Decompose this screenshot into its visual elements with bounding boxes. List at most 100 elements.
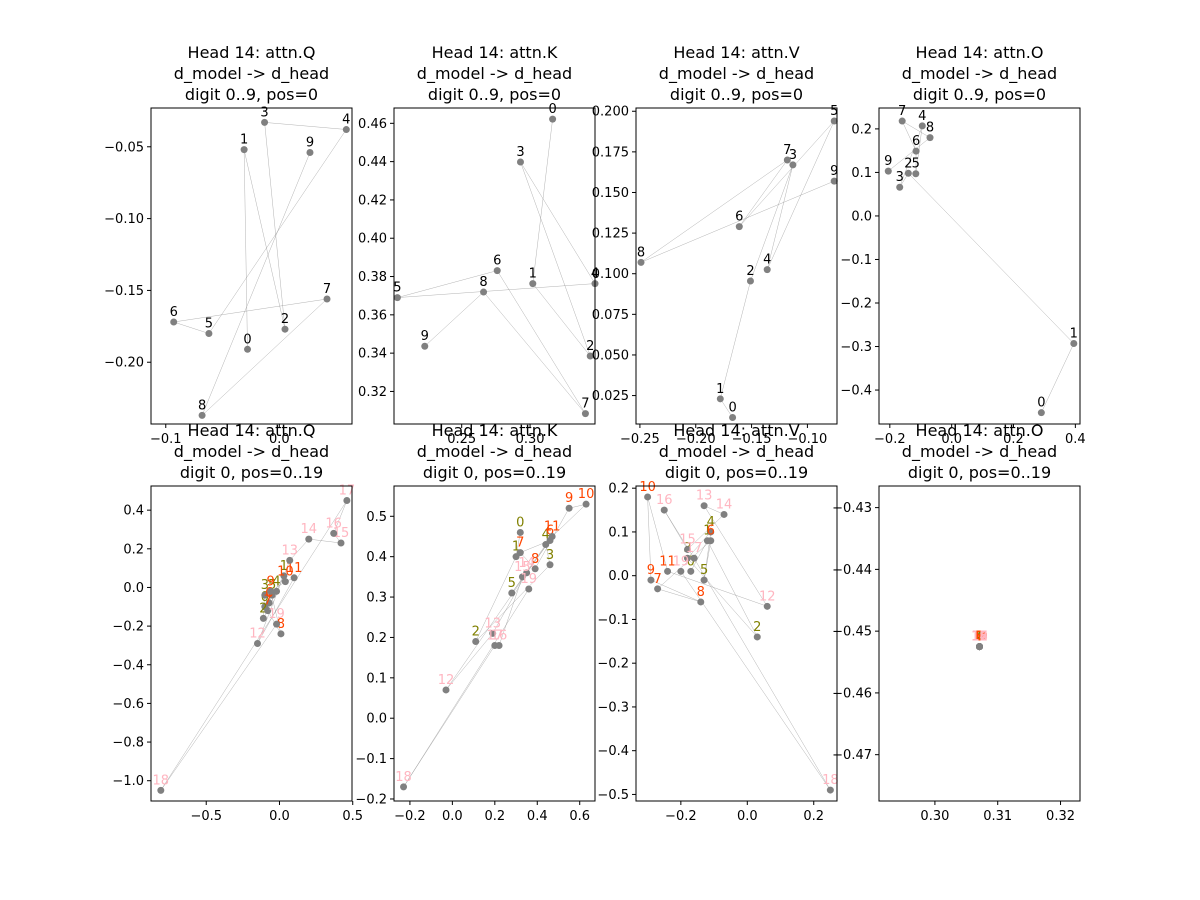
y-tick-label: 0.42 xyxy=(358,193,387,208)
y-tick-label: 0.4 xyxy=(123,504,144,519)
point-label: 18 xyxy=(153,773,170,788)
point-label: 12 xyxy=(971,630,988,645)
data-point xyxy=(1070,339,1078,347)
subplot-title: Head 14: attn.O xyxy=(916,421,1044,440)
data-point xyxy=(393,294,401,302)
point-label: 8 xyxy=(926,121,934,136)
data-point xyxy=(664,567,672,575)
subplot-title: d_model -> d_head xyxy=(659,64,814,84)
data-point xyxy=(261,591,269,599)
x-tick-label: 0.6 xyxy=(569,809,590,824)
point-label: 9 xyxy=(421,329,429,344)
data-point xyxy=(912,147,920,155)
point-label: 3 xyxy=(789,148,797,163)
data-point xyxy=(976,643,983,651)
subplot-title: d_model -> d_head xyxy=(659,442,814,462)
data-point xyxy=(305,535,313,543)
y-tick-label: 0.025 xyxy=(592,389,629,404)
data-point xyxy=(157,786,165,794)
subplot-title: d_model -> d_head xyxy=(417,64,572,84)
y-tick-label: 0.2 xyxy=(851,122,872,137)
data-point xyxy=(516,158,524,166)
point-label: 7 xyxy=(581,397,589,412)
y-tick-label: −0.2 xyxy=(597,657,629,672)
point-label: 18 xyxy=(822,773,839,788)
point-label: 13 xyxy=(484,616,501,631)
data-point xyxy=(549,115,557,123)
data-point xyxy=(687,567,695,575)
point-label: 4 xyxy=(342,113,350,128)
data-point xyxy=(330,529,338,537)
point-label: 2 xyxy=(904,156,912,171)
x-tick-label: 0.32 xyxy=(1046,809,1075,824)
point-label: 13 xyxy=(281,543,298,558)
data-point xyxy=(442,686,450,694)
data-point xyxy=(654,585,662,593)
sequence-line xyxy=(640,120,835,418)
data-point xyxy=(290,574,298,582)
x-tick-label: 0.0 xyxy=(269,809,290,824)
data-point xyxy=(493,267,501,275)
y-tick-label: 0.200 xyxy=(592,105,629,120)
y-tick-label: 0.0 xyxy=(366,712,387,727)
point-label: 2 xyxy=(746,264,754,279)
y-tick-label: −0.4 xyxy=(112,658,144,673)
point-label: 5 xyxy=(700,563,708,578)
point-label: 15 xyxy=(514,560,531,575)
data-point xyxy=(273,620,281,628)
point-label: 4 xyxy=(272,574,280,589)
data-point xyxy=(281,578,289,586)
point-label: 6 xyxy=(912,134,920,149)
point-label: 3 xyxy=(516,145,524,160)
y-tick-label: 0.2 xyxy=(123,542,144,557)
y-tick-label: −0.47 xyxy=(832,748,872,763)
y-tick-label: −0.5 xyxy=(597,788,629,803)
y-tick-label: 0.2 xyxy=(608,482,629,497)
point-label: 2 xyxy=(281,312,289,327)
point-label: 9 xyxy=(647,563,655,578)
point-label: 6 xyxy=(975,630,983,645)
point-label: 2 xyxy=(586,339,594,354)
data-point xyxy=(896,183,904,191)
point-label: 3 xyxy=(896,170,904,185)
y-tick-label: 0.1 xyxy=(851,166,872,181)
data-point xyxy=(582,500,590,508)
data-point xyxy=(306,149,314,157)
data-point xyxy=(904,169,912,177)
y-tick-label: 0.3 xyxy=(366,591,387,606)
y-tick-label: −0.05 xyxy=(104,140,144,155)
data-point xyxy=(529,280,537,288)
point-label: 1 xyxy=(280,559,288,574)
data-point xyxy=(286,556,294,564)
data-point xyxy=(254,640,262,647)
data-point xyxy=(508,589,516,597)
data-point xyxy=(531,565,539,573)
y-tick-label: 0.075 xyxy=(592,308,629,323)
data-point xyxy=(516,549,524,557)
point-label: 5 xyxy=(508,576,516,591)
data-point xyxy=(1037,409,1045,417)
data-point xyxy=(565,504,573,512)
point-label: 0 xyxy=(687,554,695,569)
axes-frame xyxy=(393,107,596,425)
y-tick-label: 0.32 xyxy=(358,385,387,400)
axes-frame xyxy=(635,107,838,425)
axes-frame xyxy=(878,485,1081,802)
data-point xyxy=(337,539,345,547)
subplot-title: d_model -> d_head xyxy=(174,442,329,462)
data-point xyxy=(264,607,272,615)
point-label: 17 xyxy=(487,629,504,644)
y-tick-label: −0.6 xyxy=(112,697,144,712)
x-tick-label: −0.10 xyxy=(787,432,827,447)
x-tick-label: 0.25 xyxy=(447,432,476,447)
data-point xyxy=(343,496,351,504)
point-label: 0 xyxy=(1037,396,1045,411)
y-tick-label: −0.20 xyxy=(104,356,144,371)
data-point xyxy=(753,633,761,641)
point-label: 0 xyxy=(728,401,736,416)
